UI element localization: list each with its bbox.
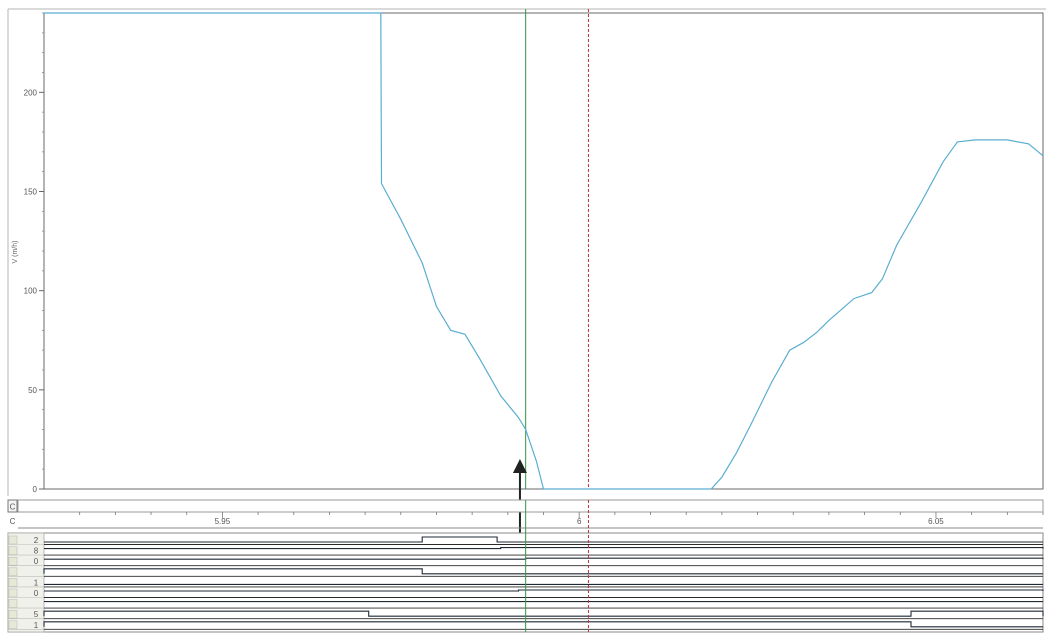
y-axis: 0 50 100 150 200 <box>24 13 44 494</box>
row-checkbox[interactable] <box>9 547 17 555</box>
row-checkbox[interactable] <box>9 568 17 576</box>
row-label: 1 <box>34 621 39 630</box>
x-tick-label: 5.95 <box>215 517 231 526</box>
y-axis-label: V (m/h) <box>12 241 19 264</box>
row-checkbox[interactable] <box>9 621 17 629</box>
scrollbar-track[interactable] <box>18 500 1043 512</box>
y-tick-label: 100 <box>24 287 38 296</box>
row-label: 2 <box>34 536 39 545</box>
y-tick-label: 0 <box>33 485 38 494</box>
x-axis: 5.95 6 6.05 <box>80 512 1043 526</box>
x-tick-label: 6 <box>577 517 582 526</box>
row-label: 0 <box>34 557 39 566</box>
row-checkbox[interactable] <box>9 536 17 544</box>
row-checkbox[interactable] <box>9 557 17 565</box>
y-tick-label: 50 <box>28 386 37 395</box>
y-tick-label: 150 <box>24 188 38 197</box>
scroll-left-glyph: C <box>10 503 16 512</box>
corner-label: C <box>10 517 16 526</box>
row-checkbox[interactable] <box>9 600 17 608</box>
row-checkbox[interactable] <box>9 610 17 618</box>
row-label: 1 <box>34 578 39 587</box>
y-tick-label: 200 <box>24 88 38 97</box>
plot-area <box>44 13 1043 489</box>
row-label: 0 <box>34 589 39 598</box>
x-tick-label: 6.05 <box>928 517 944 526</box>
row-label: 5 <box>34 610 39 619</box>
row-label: 8 <box>34 547 39 556</box>
row-checkbox[interactable] <box>9 589 17 597</box>
row-checkbox[interactable] <box>9 578 17 586</box>
